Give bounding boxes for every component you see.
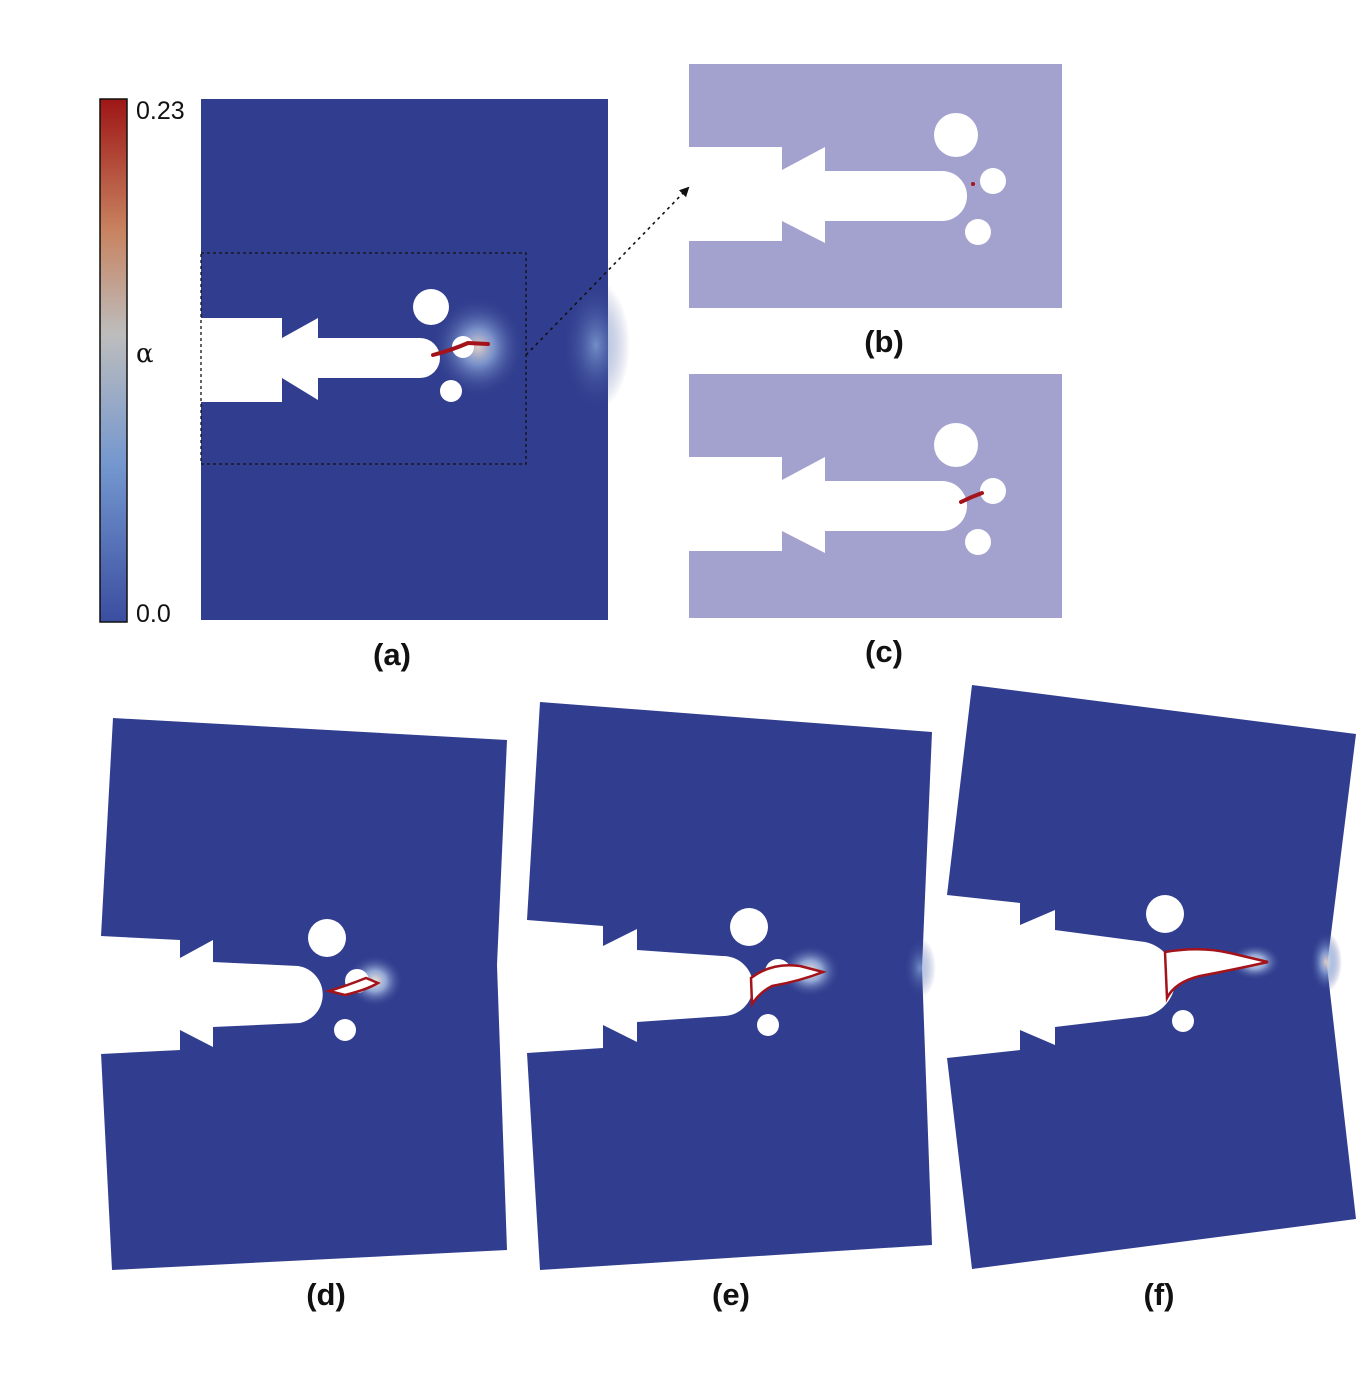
panel-c-hole-bottom: [965, 529, 991, 555]
panel-b-domain: [689, 64, 1062, 308]
panel-f-notch: [947, 895, 1176, 1058]
panel-f-far-field-glow: [1310, 932, 1342, 992]
panel-e-notch: [527, 920, 754, 1053]
panel-f-crack: [1163, 947, 1269, 1003]
panel-f-label: (f): [1144, 1277, 1175, 1312]
panel-c-domain: [689, 374, 1062, 618]
panel-c: (c): [689, 374, 1062, 669]
panel-e-hole-bottom: [757, 1014, 779, 1036]
panel-a-zoom-box: [200, 252, 527, 465]
panel-e: (e): [527, 702, 936, 1312]
panel-a-hole-bottom: [440, 380, 462, 402]
panel-b-crack-nucleus: [971, 182, 975, 186]
panel-e-far-field-glow: [904, 938, 936, 998]
panel-c-label: (c): [865, 634, 903, 669]
panel-e-hole-top: [730, 908, 768, 946]
panel-c-hole-right: [980, 478, 1006, 504]
panel-b-hole-top: [934, 113, 978, 157]
panel-a-far-field-glow: [562, 280, 630, 410]
panel-d-hole-bottom: [334, 1019, 356, 1041]
panel-b-hole-bottom: [965, 219, 991, 245]
panel-d-hole-top: [308, 919, 346, 957]
panel-f: (f): [947, 685, 1356, 1312]
panel-a-crack: [431, 340, 490, 357]
panel-d-crack: [324, 976, 381, 997]
panel-d-notch: [101, 936, 323, 1054]
panel-f-hole-bottom: [1172, 1010, 1194, 1032]
panel-a-notch: [201, 318, 440, 402]
colorbar-symbol: α: [136, 339, 154, 369]
colorbar-max-label: 0.23: [136, 97, 185, 125]
panel-a-crack-glow: [432, 297, 524, 397]
panel-a: (a): [200, 99, 690, 672]
colorbar-min-label: 0.0: [136, 600, 171, 628]
panel-b: (b): [689, 64, 1062, 359]
panel-c-crack: [959, 491, 984, 504]
panel-b-label: (b): [864, 324, 904, 359]
colorbar: 0.23 α 0.0: [99, 97, 185, 628]
panel-b-hole-right: [980, 168, 1006, 194]
colorbar-gradient: [99, 98, 128, 623]
panel-e-crack: [749, 964, 828, 1008]
panel-d-label: (d): [306, 1277, 346, 1312]
panel-d: (d): [101, 718, 507, 1312]
panel-c-hole-top: [934, 423, 978, 467]
panel-a-label: (a): [373, 637, 411, 672]
panel-a-hole-top: [413, 289, 449, 325]
panel-f-hole-top: [1146, 895, 1184, 933]
panel-e-label: (e): [712, 1277, 750, 1312]
